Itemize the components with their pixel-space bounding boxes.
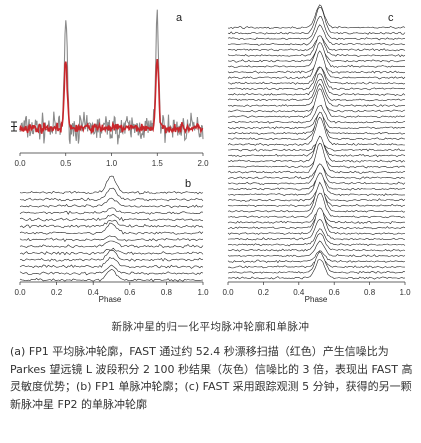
panel-c-pulse-trace (227, 16, 406, 41)
panel-a: a 0.0 0.5 1.0 1.5 2.0 (11, 9, 209, 168)
panel-c-pulse-trace (227, 207, 406, 235)
panel-b: b 0.0 0.2 0.4 0.6 0.8 1.0 Phase (14, 175, 209, 304)
panel-c-pulse-trace (227, 35, 406, 58)
panel-b-tick-label: 0.4 (88, 288, 100, 297)
panel-c-pulse-trace (227, 42, 406, 68)
panel-c-pulse-trace (227, 6, 406, 35)
panel-a-tick-label: 1.5 (152, 159, 164, 168)
panel-c-pulse-trace (227, 50, 406, 80)
panel-b-pulse-trace (19, 249, 204, 262)
figure-title: 新脉冲星的归一化平均脉冲轮廓和单脉冲 (111, 321, 310, 333)
panel-b-pulse-trace (19, 269, 204, 282)
panel-c: c 0.0 0.2 0.4 0.6 0.8 1.0 Phase (222, 4, 411, 304)
panel-c-pulse-trace (227, 259, 406, 280)
panel-b-tick-label: 0.0 (14, 288, 26, 297)
panel-a-label: a (176, 12, 183, 24)
panel-b-tick-label: 0.8 (161, 288, 173, 297)
panel-c-tick-label: 0.0 (222, 288, 234, 297)
panel-b-tick-label: 0.2 (51, 288, 63, 297)
panel-b-pulse-trace (19, 175, 204, 195)
panel-a-tick-label: 2.0 (197, 159, 209, 168)
panel-b-pulse-trace (19, 213, 204, 222)
panel-b-xlabel: Phase (99, 295, 122, 304)
panel-a-tick-label: 1.0 (106, 159, 118, 168)
panel-c-tick-label: 0.4 (293, 288, 305, 297)
panel-a-series-fast (19, 58, 204, 135)
panel-c-pulse-trace (227, 83, 406, 108)
panel-c-pulse-trace (227, 135, 406, 163)
figure-caption: (a) FP1 平均脉冲轮廓，FAST 通过约 52.4 秒漂移扫描（红色）产生… (10, 345, 413, 411)
panel-c-pulse-trace (227, 172, 405, 197)
panel-c-pulse-trace (227, 24, 406, 46)
panel-c-label: c (388, 12, 394, 24)
panel-b-pulse-trace (19, 240, 204, 249)
panel-b-label: b (185, 178, 191, 190)
panel-b-pulse-trace (19, 207, 204, 215)
panel-b-pulse-trace (19, 256, 204, 269)
panel-c-pulse-trace (227, 142, 406, 174)
panel-c-tick-label: 0.8 (364, 288, 376, 297)
panel-c-pulse-trace (227, 219, 406, 241)
panel-c-pulse-trace (228, 104, 406, 124)
panel-c-pulse-trace (227, 192, 406, 219)
panel-b-tick-label: 1.0 (197, 288, 209, 297)
error-bar-icon (11, 121, 17, 132)
panel-b-pulse-trace (19, 187, 204, 202)
panel-a-tick-label: 0.0 (14, 159, 26, 168)
panel-c-pulse-trace (227, 233, 406, 252)
panel-c-pulse-trace (227, 163, 406, 185)
panel-b-pulse-trace (19, 222, 204, 235)
panel-a-tick-label: 0.5 (60, 159, 72, 168)
panel-c-pulse-trace (227, 181, 406, 213)
panel-c-pulse-trace (227, 116, 405, 146)
panel-b-pulse-trace (19, 235, 204, 243)
panel-b-pulse-trace (19, 197, 204, 209)
panel-c-pulse-trace (227, 251, 406, 274)
panel-c-pulse-trace (227, 88, 406, 119)
panel-c-pulse-trace (227, 240, 406, 258)
panel-c-tick-label: 0.2 (258, 288, 270, 297)
panel-b-tick-label: 0.6 (124, 288, 136, 297)
panel-a-series-parkes (19, 9, 204, 145)
panel-c-tick-label: 0.6 (329, 288, 341, 297)
panel-c-tick-label: 1.0 (399, 288, 411, 297)
panel-c-xlabel: Phase (305, 295, 328, 304)
